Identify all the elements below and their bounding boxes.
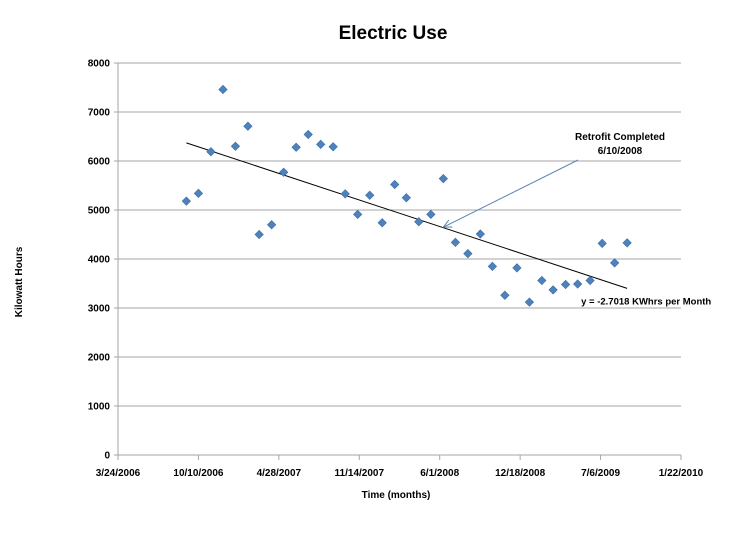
- x-tick-label: 11/14/2007: [335, 468, 385, 479]
- data-point: [328, 142, 338, 152]
- x-tick-label: 3/24/2006: [96, 468, 141, 479]
- data-point: [597, 238, 607, 248]
- x-tick-label: 12/18/2008: [495, 468, 545, 479]
- annotation-arrow-head: [442, 219, 453, 228]
- data-point: [365, 190, 375, 200]
- data-point: [230, 141, 241, 151]
- data-point: [500, 290, 510, 300]
- trendline-group: y = -2.7018 KWhrs per Month: [186, 142, 711, 307]
- y-axis-title: Kilowatt Hours: [14, 246, 25, 317]
- data-point: [463, 248, 473, 259]
- annotation-line: 6/10/2008: [598, 146, 643, 157]
- grid-lines: [118, 62, 681, 407]
- x-tick-label: 4/28/2007: [257, 468, 302, 479]
- data-point: [218, 84, 228, 95]
- data-point: [390, 179, 400, 190]
- data-point: [353, 209, 363, 220]
- data-points: [181, 84, 632, 307]
- data-point: [450, 237, 461, 247]
- data-point: [266, 220, 277, 230]
- y-tick-label: 2000: [88, 353, 111, 364]
- data-point: [537, 275, 547, 286]
- data-point: [414, 217, 424, 227]
- data-point: [524, 297, 535, 307]
- x-tick-label: 7/6/2009: [581, 468, 620, 479]
- data-point: [610, 258, 620, 268]
- x-tick-label: 1/22/2010: [659, 468, 704, 479]
- x-tick-label: 6/1/2008: [420, 468, 459, 479]
- data-point: [316, 139, 326, 149]
- trendline: [186, 142, 628, 289]
- x-axis-title: Time (months): [362, 490, 431, 501]
- axes: 0 1000 2000 3000 4000 5000 6000 7000 8000 3/24/20…: [88, 59, 704, 480]
- data-point: [573, 279, 583, 289]
- data-point: [512, 263, 522, 273]
- y-tick-label: 1000: [88, 402, 111, 413]
- y-tick-label: 7000: [88, 108, 111, 119]
- annotation-line: Retrofit Completed: [575, 132, 665, 143]
- data-point: [181, 196, 191, 206]
- data-point: [426, 209, 436, 220]
- data-point: [377, 218, 387, 228]
- data-point: [243, 121, 253, 131]
- y-tick-label: 5000: [88, 206, 111, 217]
- annotation-arrow-shaft: [443, 159, 579, 228]
- data-point: [303, 129, 313, 140]
- data-point: [560, 279, 571, 290]
- data-point: [291, 142, 301, 152]
- data-point: [548, 285, 558, 295]
- chart-title: Electric Use: [339, 23, 448, 44]
- data-point: [401, 193, 411, 203]
- annotation-group: Retrofit Completed 6/10/2008: [442, 132, 665, 228]
- y-tick-label: 4000: [88, 255, 111, 266]
- y-tick-label: 6000: [88, 157, 111, 168]
- data-point: [438, 174, 448, 184]
- data-point: [254, 229, 264, 240]
- x-tick-label: 10/10/2006: [173, 468, 223, 479]
- y-tick-label: 3000: [88, 304, 111, 315]
- data-point: [279, 167, 289, 177]
- y-tick-label: 8000: [88, 59, 111, 70]
- trendline-equation: y = -2.7018 KWhrs per Month: [581, 296, 711, 307]
- data-point: [206, 147, 216, 157]
- data-point: [487, 261, 498, 271]
- y-tick-label: 0: [104, 451, 110, 462]
- data-point: [193, 188, 204, 198]
- data-point: [622, 238, 632, 248]
- data-point: [340, 189, 350, 199]
- data-point: [585, 275, 595, 286]
- data-point: [475, 229, 485, 239]
